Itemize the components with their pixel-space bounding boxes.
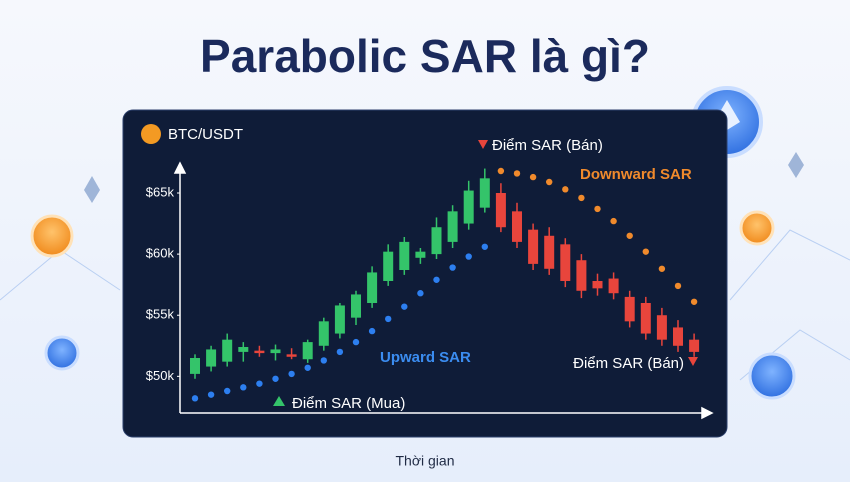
candle-body: [673, 327, 683, 346]
candle-body: [302, 342, 313, 360]
btc-coin: [739, 210, 775, 246]
candle-body: [318, 321, 329, 346]
sar-dot: [224, 387, 231, 395]
sar-dot: [288, 370, 295, 378]
candle-body: [383, 251, 394, 281]
axes: [173, 161, 714, 420]
candle-body: [270, 349, 281, 354]
candle-body: [431, 227, 442, 255]
sar-dot: [481, 243, 488, 250]
chart-panel: [122, 109, 728, 438]
annotation: Upward SAR: [380, 349, 471, 366]
sar-dot: [546, 178, 553, 186]
sar-dot: [562, 186, 569, 193]
eth-coin: [748, 352, 796, 400]
candle-body: [512, 211, 522, 242]
annotation: Điểm SAR (Bán): [492, 137, 603, 154]
sar-dot: [642, 248, 649, 255]
sar-dot: [256, 380, 263, 387]
sar-dot: [368, 327, 376, 335]
sar-dot: [690, 298, 698, 305]
sar-dot: [401, 303, 408, 310]
candle-body: [640, 303, 651, 334]
candle-body: [238, 347, 249, 352]
candle-body: [399, 241, 410, 270]
eth-glyph: [788, 152, 804, 178]
sar-dot: [352, 338, 360, 346]
candle-body: [447, 211, 458, 242]
y-tick-label: $50k: [146, 368, 175, 383]
sar-dot: [513, 170, 521, 177]
y-tick-label: $65k: [146, 184, 175, 199]
chart-title: Parabolic SAR là gì?: [200, 30, 650, 82]
sar-dot: [320, 357, 327, 364]
annotation: Downward SAR: [580, 166, 692, 183]
sar-dot: [626, 232, 633, 239]
marker: [273, 396, 285, 406]
sar-dot: [497, 167, 505, 175]
candle-body: [592, 281, 603, 289]
candle-body: [286, 354, 297, 357]
sar-dot: [417, 290, 424, 297]
sar-dot: [433, 276, 440, 283]
btc-coin: [30, 214, 74, 258]
candle-body: [367, 272, 378, 303]
pair-icon: [141, 124, 161, 144]
candle-body: [351, 294, 361, 318]
marker: [478, 140, 488, 149]
sar-dot: [449, 264, 456, 271]
pair-label: BTC/USDT: [168, 126, 243, 143]
candle-body: [479, 178, 490, 208]
candle-body: [190, 358, 200, 374]
sar-dot: [658, 265, 666, 272]
sar-dot: [272, 375, 279, 382]
candle-body: [495, 193, 506, 228]
candle-body: [624, 296, 635, 322]
sar-dot: [610, 217, 617, 225]
candle-body: [656, 315, 667, 340]
eth-coin: [44, 335, 80, 371]
sar-dot: [240, 384, 247, 391]
candle-body: [560, 244, 571, 281]
candle-body: [689, 339, 700, 352]
sar-dot: [191, 395, 199, 402]
sar-dot: [336, 348, 344, 356]
sar-dot: [529, 173, 537, 181]
y-tick-label: $60k: [146, 246, 175, 261]
candle-body: [608, 278, 619, 294]
sar-dot: [304, 364, 311, 371]
candle-body: [576, 260, 587, 291]
x-axis-label: Thời gian: [396, 453, 455, 469]
candle-body: [222, 339, 233, 362]
sar-dot: [465, 253, 472, 260]
eth-glyph: [84, 176, 100, 203]
candle-body: [544, 235, 555, 269]
annotation: Điểm SAR (Mua): [292, 395, 405, 412]
sar-dot: [674, 282, 682, 290]
sar-dot: [385, 315, 392, 323]
sar-dot: [594, 205, 601, 213]
y-tick-label: $55k: [146, 307, 175, 322]
candle-body: [463, 190, 474, 224]
sar-dot: [207, 391, 215, 398]
candle-body: [528, 229, 539, 264]
candle-body: [254, 350, 265, 354]
candle-body: [206, 349, 217, 367]
candle-body: [415, 251, 426, 258]
annotation: Điểm SAR (Bán): [573, 355, 684, 372]
marker: [688, 357, 698, 366]
candle-body: [334, 305, 345, 334]
sar-dot: [578, 194, 585, 202]
